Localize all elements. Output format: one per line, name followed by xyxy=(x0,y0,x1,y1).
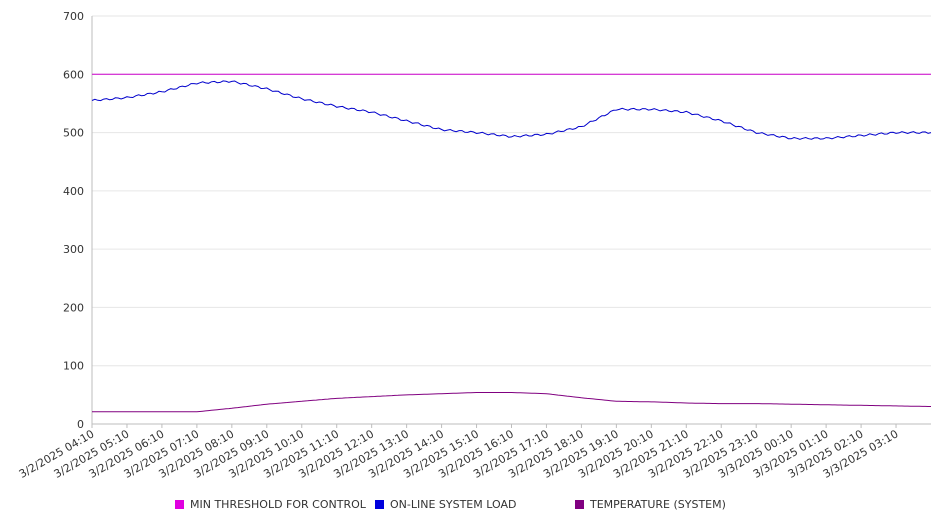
series-lines xyxy=(91,73,932,413)
legend-item-online-load: ON-LINE SYSTEM LOAD xyxy=(375,498,516,511)
legend: MIN THRESHOLD FOR CONTROL ON-LINE SYSTEM… xyxy=(0,498,946,514)
legend-swatch-min-threshold xyxy=(175,500,184,509)
x-axis-ticks: 3/2/2025 04:103/2/2025 05:103/2/2025 06:… xyxy=(17,427,901,481)
y-tick-label: 300 xyxy=(63,243,84,256)
y-tick-label: 600 xyxy=(63,68,84,81)
y-tick-label: 0 xyxy=(77,418,84,431)
axes xyxy=(91,16,931,428)
legend-label-min-threshold: MIN THRESHOLD FOR CONTROL xyxy=(190,498,366,511)
series-line-on-line-system-load xyxy=(91,80,932,140)
legend-item-temperature: TEMPERATURE (SYSTEM) xyxy=(575,498,726,511)
grid-lines xyxy=(92,15,931,367)
y-tick-label: 700 xyxy=(63,10,84,23)
line-chart: 0 100 200 300 400 500 600 700 3/2/2025 04:103/2… xyxy=(17,10,932,481)
legend-label-temperature: TEMPERATURE (SYSTEM) xyxy=(590,498,726,511)
y-tick-label: 400 xyxy=(63,185,84,198)
y-tick-label: 500 xyxy=(63,127,84,140)
legend-item-min-threshold: MIN THRESHOLD FOR CONTROL xyxy=(175,498,366,511)
legend-swatch-temperature xyxy=(575,500,584,509)
y-tick-label: 100 xyxy=(63,360,84,373)
y-axis-ticks: 0 100 200 300 400 500 600 700 xyxy=(63,10,84,431)
series-line-temperature-system xyxy=(92,392,931,413)
legend-swatch-online-load xyxy=(375,500,384,509)
y-tick-label: 200 xyxy=(63,301,84,314)
legend-label-online-load: ON-LINE SYSTEM LOAD xyxy=(390,498,517,511)
